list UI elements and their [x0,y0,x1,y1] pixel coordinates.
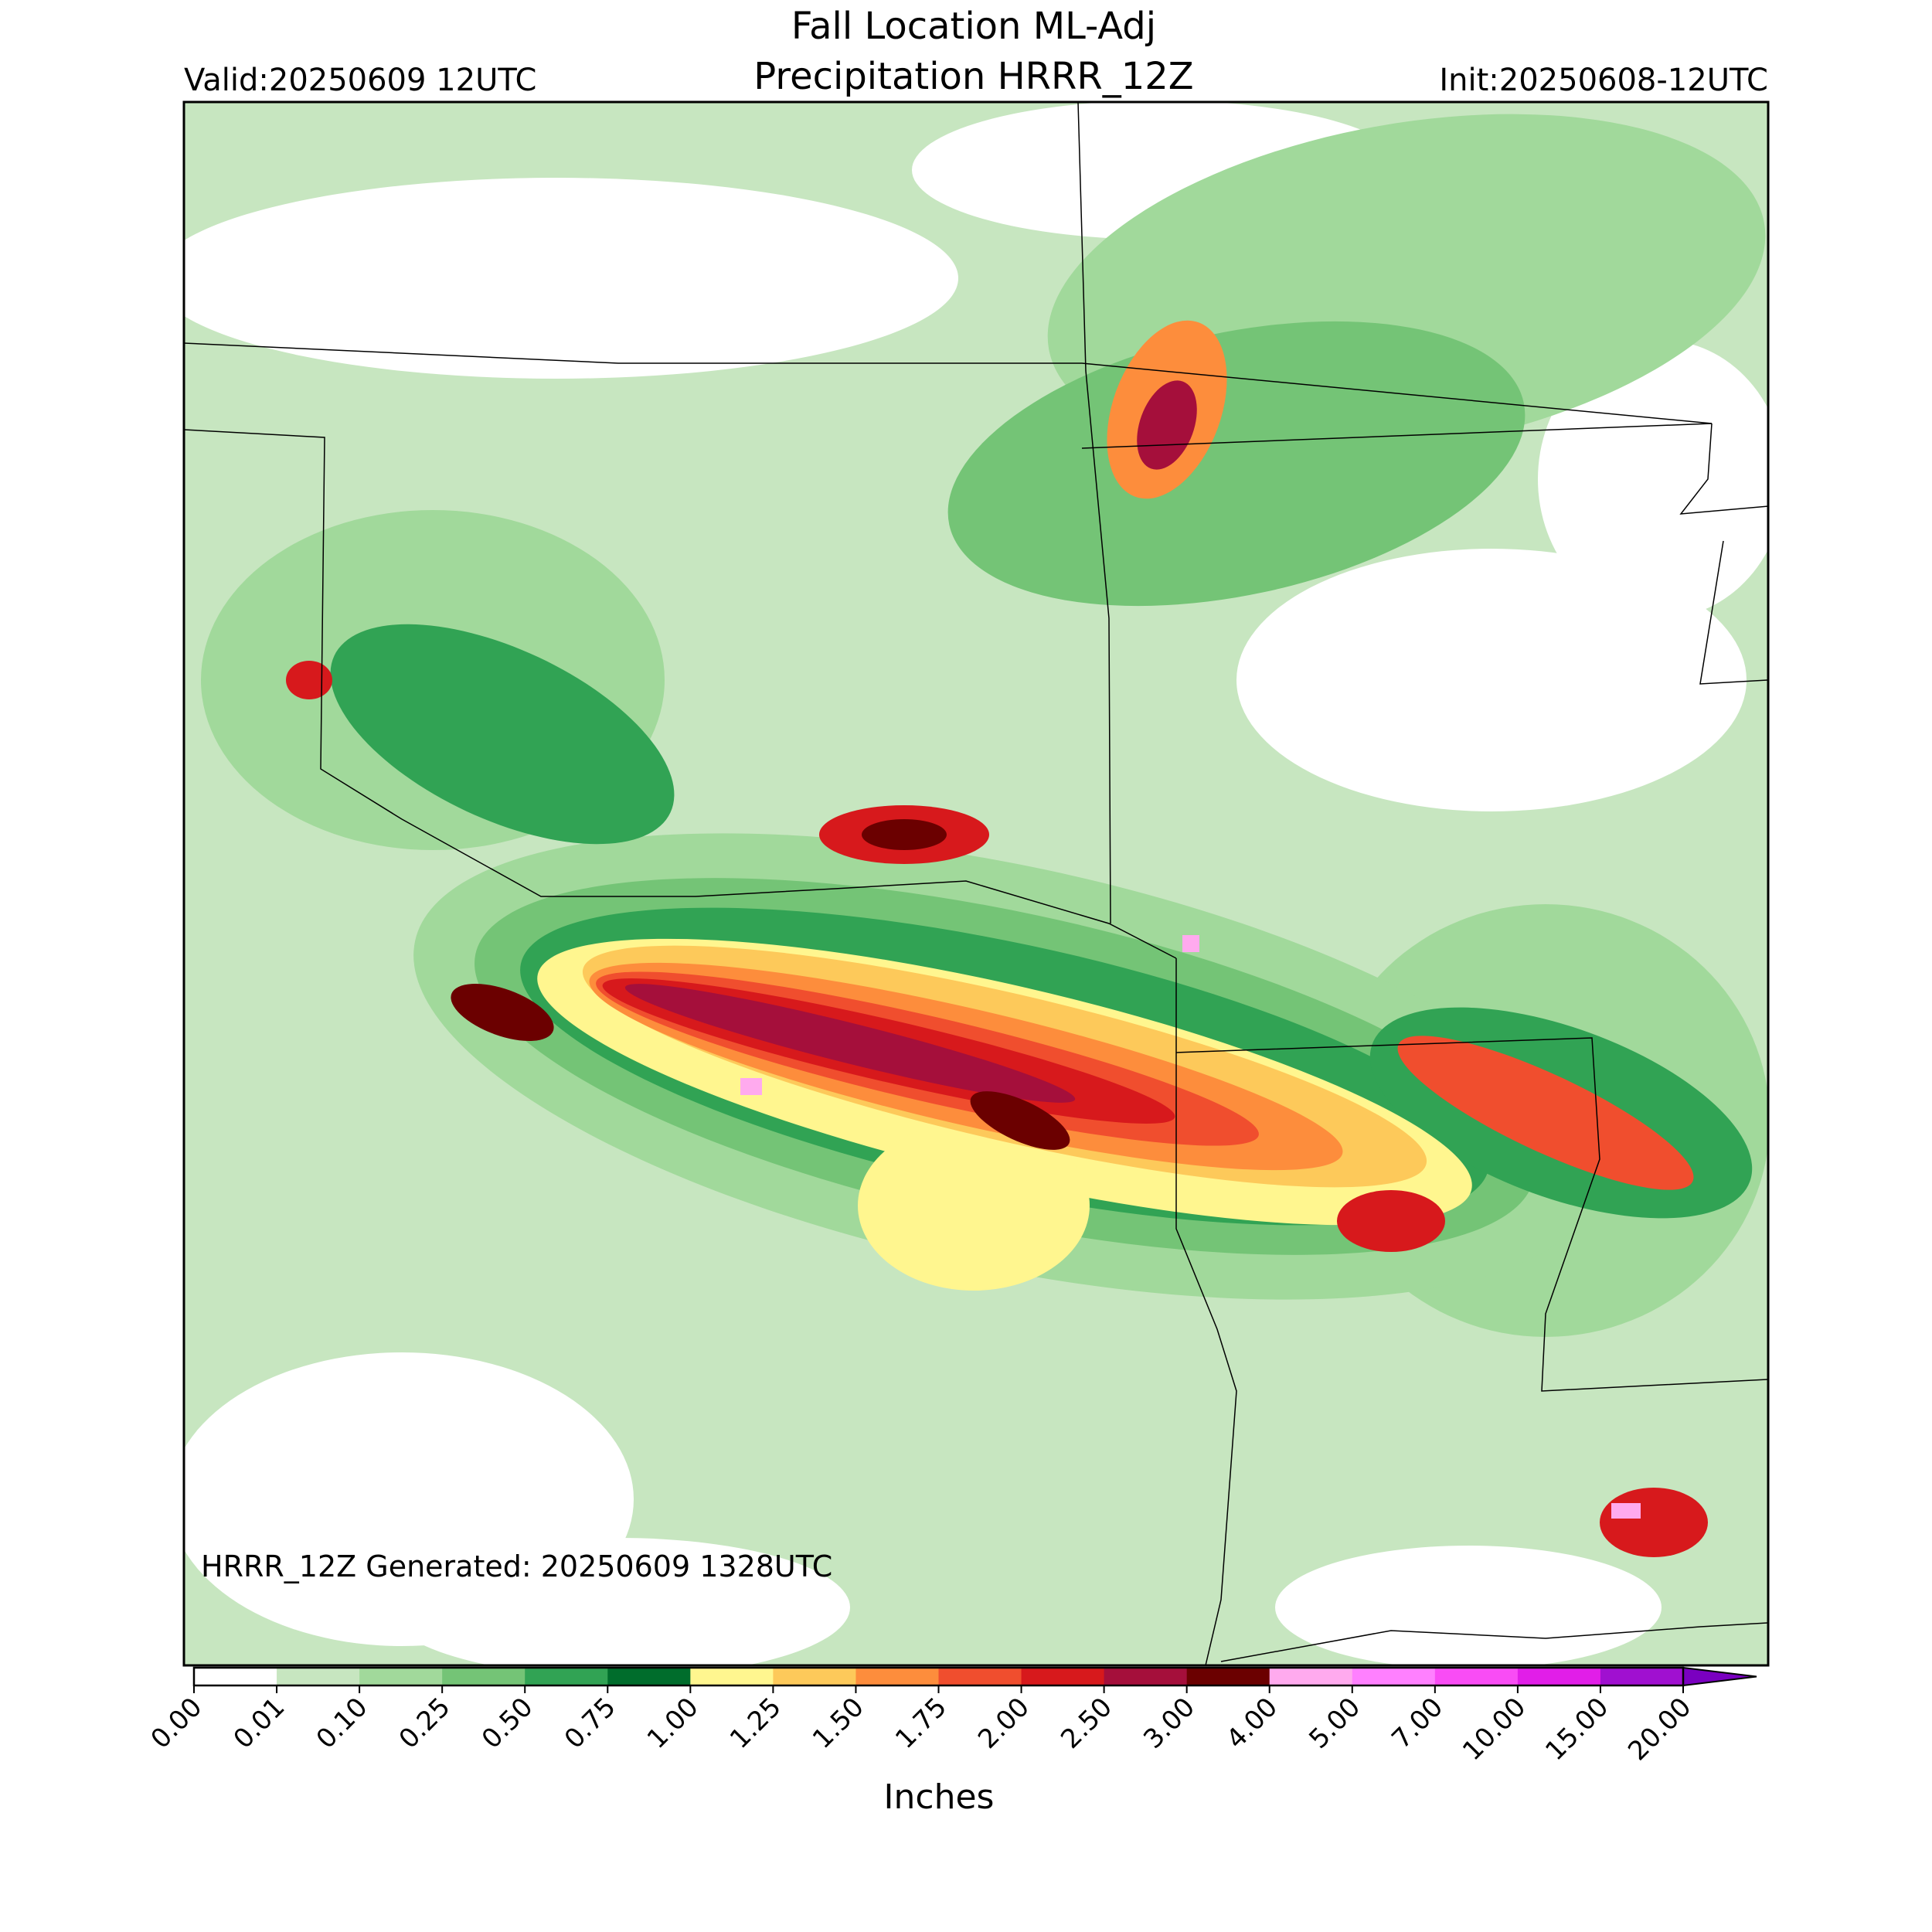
colorbar-bin [1269,1668,1353,1685]
colorbar-tick-label: 0.01 [228,1692,291,1755]
colorbar-bin [1104,1668,1188,1685]
colorbar-bin [1517,1668,1601,1685]
valid-time: Valid:20250609 12UTC [184,63,536,98]
colorbar-bin [607,1668,691,1685]
colorbar-tick-label: 1.75 [889,1692,953,1755]
colorbar-bin [442,1668,526,1685]
colorbar-tick-label: 0.75 [559,1692,622,1755]
colorbar-bin [194,1668,277,1685]
colorbar-bin [359,1668,443,1685]
colorbar-tick-label: 0.00 [145,1692,209,1755]
colorbar-tick-label: 1.00 [641,1692,705,1755]
colorbar-bin [1600,1668,1684,1685]
colorbar-tick-label: 7.00 [1386,1692,1449,1755]
colorbar-tick-label: 4.00 [1220,1692,1284,1755]
colorbar-bin [525,1668,608,1685]
colorbar-tick-label: 10.00 [1457,1692,1532,1767]
colorbar-bin [277,1668,360,1685]
colorbar-tick-label: 20.00 [1622,1692,1697,1767]
colorbar-bin [1021,1668,1105,1685]
colorbar-tick-label: 0.50 [476,1692,539,1755]
title-line: Precipitation HRRR_12Z [753,55,1193,98]
init-time: Init:20250608-12UTC [1439,63,1768,98]
colorbar-tick-label: 2.00 [972,1692,1036,1755]
colorbar-bin [1186,1668,1270,1685]
colorbar-label: Inches [884,1777,995,1817]
precip-field [184,102,1768,1665]
colorbar-extend [1682,1666,1757,1687]
colorbar-tick-label: 2.50 [1055,1692,1118,1755]
colorbar-tick-label: 1.25 [724,1692,787,1755]
colorbar-tick-label: 1.50 [807,1692,870,1755]
colorbar-tick-label: 15.00 [1539,1692,1614,1767]
map-frame [182,100,1770,1667]
generated-note: HRRR_12Z Generated: 20250609 1328UTC [201,1549,832,1583]
colorbar-bin [1352,1668,1436,1685]
colorbar-bin [855,1668,939,1685]
colorbar-tick-label: 3.00 [1138,1692,1201,1755]
colorbar-bin [773,1668,856,1685]
colorbar-bin [938,1668,1022,1685]
colorbar-tick-label: 5.00 [1303,1692,1366,1755]
colorbar-bin [690,1668,774,1685]
colorbar: 0.00 0.01 0.10 0.25 0.50 0.75 1.00 1.25 1.50 1.75… [145,1666,1757,1767]
colorbar-bin [1434,1668,1519,1685]
colorbar-tick-label: 0.25 [393,1692,457,1755]
colorbar-tick-label: 0.10 [311,1692,374,1755]
title-line: Fall Location ML-Adj [791,5,1156,48]
